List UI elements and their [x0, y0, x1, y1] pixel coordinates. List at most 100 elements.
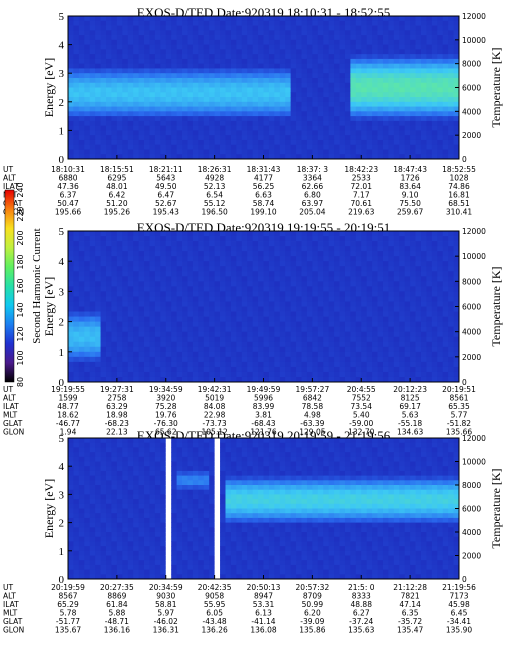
heatmap-cell: [176, 236, 183, 242]
heatmap-cell: [220, 111, 226, 117]
heatmap-cell: [279, 49, 286, 55]
heatmap-cell: [420, 125, 427, 131]
heatmap-cell: [122, 16, 129, 22]
heatmap-cell: [415, 49, 422, 55]
heatmap-cell: [306, 301, 313, 307]
heatmap-cell: [274, 44, 281, 50]
heatmap-cell: [106, 30, 112, 36]
heatmap-cell: [122, 560, 129, 566]
heatmap-cell: [296, 246, 302, 252]
heatmap-cell: [225, 301, 232, 307]
heatmap-cell: [312, 361, 319, 368]
heatmap-cell: [95, 266, 101, 272]
heatmap-cell: [361, 49, 368, 55]
heatmap-cell: [209, 16, 216, 22]
heatmap-cell: [106, 499, 112, 505]
heatmap-cell: [306, 111, 313, 117]
heatmap-cell: [431, 231, 438, 237]
heatmap-cell: [377, 144, 384, 150]
heatmap-cell: [442, 125, 449, 131]
heatmap-cell: [192, 73, 199, 79]
heatmap-cell: [415, 351, 422, 358]
heatmap-cell: [230, 371, 237, 378]
heatmap-cell: [290, 68, 297, 74]
orbit-cell: 48.01: [106, 182, 128, 191]
heatmap-cell: [355, 371, 362, 378]
heatmap-cell: [301, 116, 308, 122]
heatmap-cell: [95, 281, 101, 287]
heatmap-cell: [274, 82, 281, 88]
heatmap-cell: [442, 35, 449, 41]
heatmap-cell: [448, 135, 454, 141]
heatmap-cell: [448, 39, 454, 45]
heatmap-cell: [133, 266, 139, 272]
heatmap-cell: [247, 54, 254, 60]
heatmap-cell: [89, 336, 96, 343]
heatmap-cell: [328, 101, 335, 107]
heatmap-cell: [116, 456, 123, 462]
heatmap-cell: [149, 87, 156, 93]
heatmap-cell: [198, 58, 205, 65]
heatmap-cell: [328, 346, 335, 353]
heatmap-cell: [285, 125, 292, 131]
heatmap-cell: [415, 261, 422, 267]
heatmap-cell: [285, 97, 292, 103]
heatmap-cell: [442, 39, 449, 45]
heatmap-cell: [78, 326, 85, 333]
heatmap-cell: [355, 20, 362, 26]
heatmap-cell: [68, 574, 74, 580]
heatmap-cell: [89, 316, 96, 322]
heatmap-cell: [106, 82, 112, 88]
heatmap-cell: [68, 536, 74, 542]
heatmap-cell: [68, 489, 74, 495]
heatmap-cell: [89, 30, 96, 36]
heatmap-cell: [312, 106, 319, 112]
heatmap-cell: [209, 236, 216, 242]
heatmap-cell: [154, 276, 161, 282]
heatmap-cell: [247, 16, 254, 22]
heatmap-cell: [160, 326, 167, 333]
heatmap-cell: [171, 73, 178, 79]
heatmap-cell: [203, 261, 210, 267]
heatmap-cell: [350, 326, 357, 333]
heatmap-cell: [165, 35, 172, 41]
heatmap-cell: [247, 296, 254, 302]
heatmap-cell: [84, 438, 91, 444]
heatmap-cell: [258, 281, 264, 287]
heatmap-cell: [334, 256, 340, 262]
heatmap-cell: [306, 135, 313, 141]
heatmap-cell: [453, 356, 460, 363]
heatmap-cell: [100, 442, 107, 448]
heatmap-cell: [203, 346, 210, 353]
heatmap-cell: [133, 63, 139, 69]
heatmap-cell: [209, 49, 216, 55]
heatmap-cell: [268, 101, 275, 107]
heatmap-cell: [399, 336, 406, 343]
heatmap-cell: [301, 301, 308, 307]
heatmap-cell: [426, 49, 433, 55]
heatmap-cell: [399, 30, 406, 36]
heatmap-cell: [192, 130, 199, 136]
heatmap-cell: [111, 35, 118, 41]
heatmap-cell: [252, 366, 259, 373]
heatmap-cell: [198, 120, 205, 127]
heatmap-cell: [138, 58, 145, 65]
heatmap-cell: [285, 149, 292, 155]
heatmap-cell: [182, 106, 188, 112]
heatmap-cell: [171, 301, 178, 307]
heatmap-cell: [198, 87, 205, 93]
heatmap-cell: [274, 281, 281, 287]
heatmap-cell: [323, 25, 330, 31]
heatmap-cell: [393, 101, 400, 107]
heatmap-cell: [171, 49, 178, 55]
heatmap-cell: [301, 351, 308, 358]
heatmap-cell: [274, 241, 281, 247]
heatmap-cell: [78, 276, 85, 282]
heatmap-cell: [84, 503, 91, 509]
heatmap-cell: [100, 466, 107, 472]
heatmap-cell: [149, 16, 156, 22]
heatmap-cell: [198, 116, 205, 122]
heatmap-cell: [361, 97, 368, 103]
heatmap-cell: [388, 341, 395, 348]
heatmap-cell: [442, 82, 449, 88]
